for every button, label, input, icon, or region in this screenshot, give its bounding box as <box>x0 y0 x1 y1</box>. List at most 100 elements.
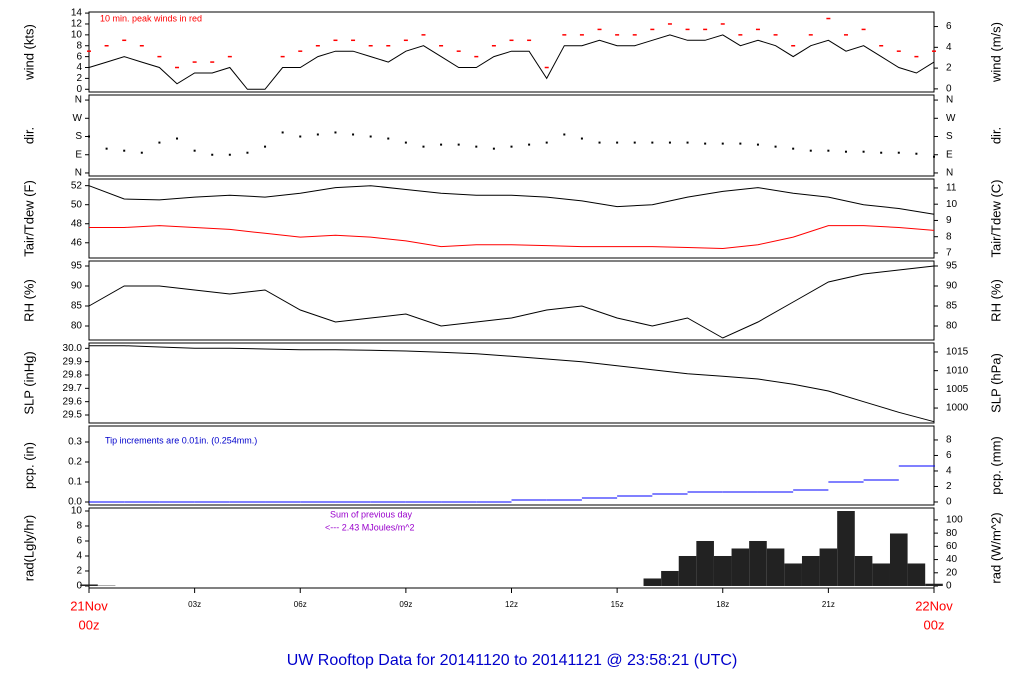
dir-dot <box>88 135 90 138</box>
dir-dot <box>440 143 443 146</box>
dir-dot <box>211 153 214 156</box>
x-tick-label: 18z <box>716 600 729 609</box>
dir-dot <box>158 141 161 144</box>
dir-dot <box>880 151 883 154</box>
radiation-bar <box>907 563 926 586</box>
radiation-bar <box>643 578 662 586</box>
x-tick-label: 00z <box>924 617 945 632</box>
y2-tick-label: 11 <box>946 183 957 194</box>
y-tick-label: 0 <box>76 84 82 95</box>
y-axis-label: pcp. (in) <box>21 442 36 489</box>
dir-dot <box>193 149 196 152</box>
y2-axis-label: wind (m/s) <box>988 22 1003 83</box>
x-tick-label: 06z <box>294 600 307 609</box>
dir-dot <box>316 133 319 136</box>
dir-dot <box>633 141 636 144</box>
y2-tick-label: 7 <box>946 248 952 259</box>
y2-tick-label: 6 <box>946 450 952 461</box>
y-tick-label: W <box>73 113 83 124</box>
radiation-bar <box>925 583 943 586</box>
y2-tick-label: 100 <box>946 515 963 526</box>
y-tick-label: 0.2 <box>68 457 82 468</box>
y2-tick-label: N <box>946 168 953 179</box>
y2-tick-label: 4 <box>946 466 952 477</box>
dir-dot <box>123 149 126 152</box>
x-tick-label: 09z <box>399 600 412 609</box>
dir-dot <box>264 145 267 148</box>
y-tick-label: 29.5 <box>63 410 83 421</box>
y-tick-label: 29.9 <box>63 356 83 367</box>
y2-tick-label: 10 <box>946 199 958 210</box>
y2-tick-label: 9 <box>946 215 952 226</box>
y2-tick-label: 80 <box>946 528 958 539</box>
y2-tick-label: N <box>946 95 953 106</box>
y-tick-label: 10 <box>71 29 83 40</box>
dir-dot <box>387 137 390 140</box>
dir-dot <box>651 141 654 144</box>
radiation-bar <box>889 533 908 586</box>
y2-tick-label: E <box>946 149 953 160</box>
dir-dot <box>580 137 583 140</box>
dir-dot <box>457 143 460 146</box>
dir-dot <box>246 151 249 154</box>
radiation-bar <box>749 540 767 586</box>
radiation-bar <box>678 555 697 586</box>
dir-dot <box>792 147 795 150</box>
y2-tick-label: 90 <box>946 281 958 292</box>
y2-tick-label: 85 <box>946 301 958 312</box>
y2-tick-label: 8 <box>946 231 952 242</box>
dir-dot <box>827 149 830 152</box>
radiation-bar <box>837 510 855 586</box>
y2-tick-label: 40 <box>946 554 958 565</box>
radiation-bar <box>766 548 785 586</box>
y2-axis-label: RH (%) <box>988 279 1003 322</box>
y2-axis-label: rad (W/m^2) <box>988 512 1003 583</box>
dir-dot <box>140 151 143 154</box>
series-line <box>88 185 935 215</box>
y-tick-label: 6 <box>76 51 82 62</box>
y2-tick-label: 1010 <box>946 365 969 376</box>
y2-axis-label: Tair/Tdew (C) <box>988 179 1003 257</box>
dir-dot <box>598 141 601 144</box>
y2-axis-label: dir. <box>988 127 1003 144</box>
y-tick-label: 30.0 <box>63 343 83 354</box>
y-tick-label: 29.8 <box>63 370 83 381</box>
dir-dot <box>668 141 671 144</box>
radiation-bar <box>731 548 750 586</box>
y-tick-label: 4 <box>76 551 82 562</box>
series-line <box>88 265 935 339</box>
y-axis-label: SLP (inHg) <box>21 351 36 414</box>
y2-tick-label: W <box>946 113 956 124</box>
y2-tick-label: 60 <box>946 541 958 552</box>
x-tick-label: 03z <box>188 600 201 609</box>
radiation-bar <box>801 555 820 586</box>
dir-dot <box>369 135 372 138</box>
series-line <box>89 345 935 423</box>
dir-dot <box>299 135 302 138</box>
annotation: Tip increments are 0.01in. (0.254mm.) <box>105 435 257 445</box>
x-date-label: 21Nov <box>70 598 108 613</box>
panel-frame <box>88 94 935 177</box>
y-tick-label: 6 <box>76 536 82 547</box>
dir-dot <box>933 155 935 158</box>
dir-dot <box>616 141 619 144</box>
y2-tick-label: 80 <box>946 321 958 332</box>
x-tick-label: 15z <box>611 600 624 609</box>
dir-dot <box>510 145 513 148</box>
y-tick-label: N <box>75 95 82 106</box>
series-line <box>88 34 935 90</box>
dir-dot <box>774 145 777 148</box>
dir-dot <box>228 153 231 156</box>
dir-dot <box>862 150 865 153</box>
y-tick-label: 14 <box>71 8 83 19</box>
panel-frame <box>88 11 935 93</box>
y2-tick-label: 2 <box>946 481 952 492</box>
dir-dot <box>281 131 284 134</box>
panel-frame <box>88 342 935 424</box>
y-tick-label: 8 <box>76 40 82 51</box>
x-tick-label: 12z <box>505 600 518 609</box>
y-tick-label: 12 <box>71 19 83 30</box>
y-axis-label: wind (kts) <box>21 24 36 81</box>
y2-tick-label: 0 <box>946 497 952 508</box>
y-tick-label: 52 <box>71 180 83 191</box>
